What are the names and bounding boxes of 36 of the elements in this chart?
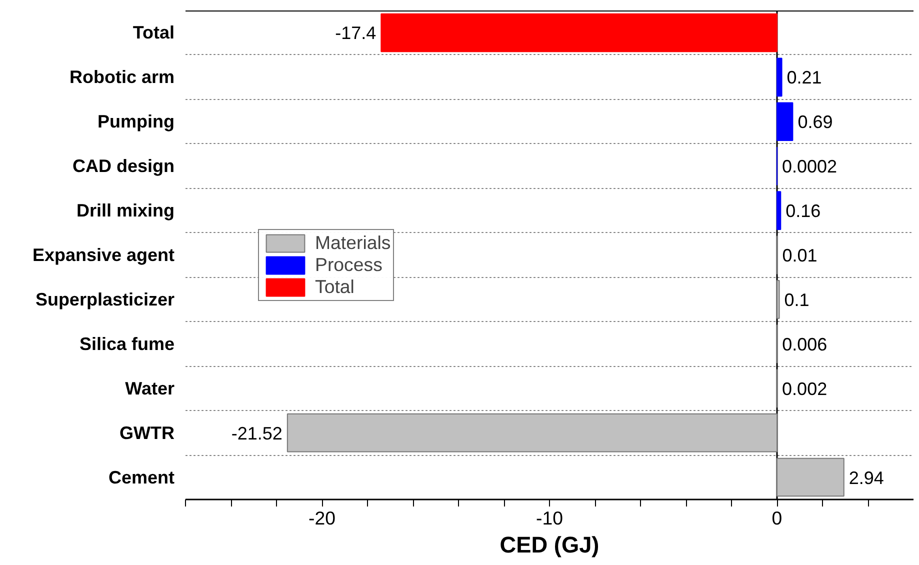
bar xyxy=(776,280,780,319)
text: 0.002 xyxy=(782,378,828,399)
bar xyxy=(776,191,782,230)
x-tick-label: 0 xyxy=(772,508,782,528)
text: 2.94 xyxy=(848,468,884,488)
legend-label: Total xyxy=(315,276,354,298)
legend-label: Materials xyxy=(315,232,391,254)
y-tick-label: Silica fume xyxy=(79,334,175,354)
bar xyxy=(776,458,844,497)
y-tick-label: Drill mixing xyxy=(76,200,174,221)
y-tick-label: Pumping xyxy=(98,112,175,132)
text: 0.16 xyxy=(786,201,821,222)
text: 0.1 xyxy=(784,290,810,310)
text: -17.4 xyxy=(335,23,376,44)
text: 0.21 xyxy=(786,68,822,88)
y-tick-label: CAD design xyxy=(72,156,175,176)
text: 0.0002 xyxy=(782,156,838,177)
bar xyxy=(286,413,778,452)
y-tick-label: Expansive agent xyxy=(32,245,175,265)
text: 0.69 xyxy=(798,112,833,132)
y-tick-label: Water xyxy=(125,378,174,398)
x-tick-label: -10 xyxy=(536,508,563,528)
text: 0.006 xyxy=(782,334,828,354)
y-tick-label: GWTR xyxy=(120,422,174,443)
text: -21.52 xyxy=(231,423,282,444)
y-tick-label: Superplasticizer xyxy=(35,289,175,310)
bar xyxy=(776,58,782,97)
bar xyxy=(776,102,794,142)
x-axis-title: CED (GJ) xyxy=(500,532,600,558)
y-tick-label: Cement xyxy=(108,467,175,488)
y-tick-label: Robotic arm xyxy=(69,67,175,88)
text: 0.01 xyxy=(782,246,818,266)
y-tick-label: Total xyxy=(132,22,175,43)
x-tick-label: -20 xyxy=(308,508,336,528)
bar xyxy=(380,13,778,52)
legend-label: Process xyxy=(315,254,382,276)
